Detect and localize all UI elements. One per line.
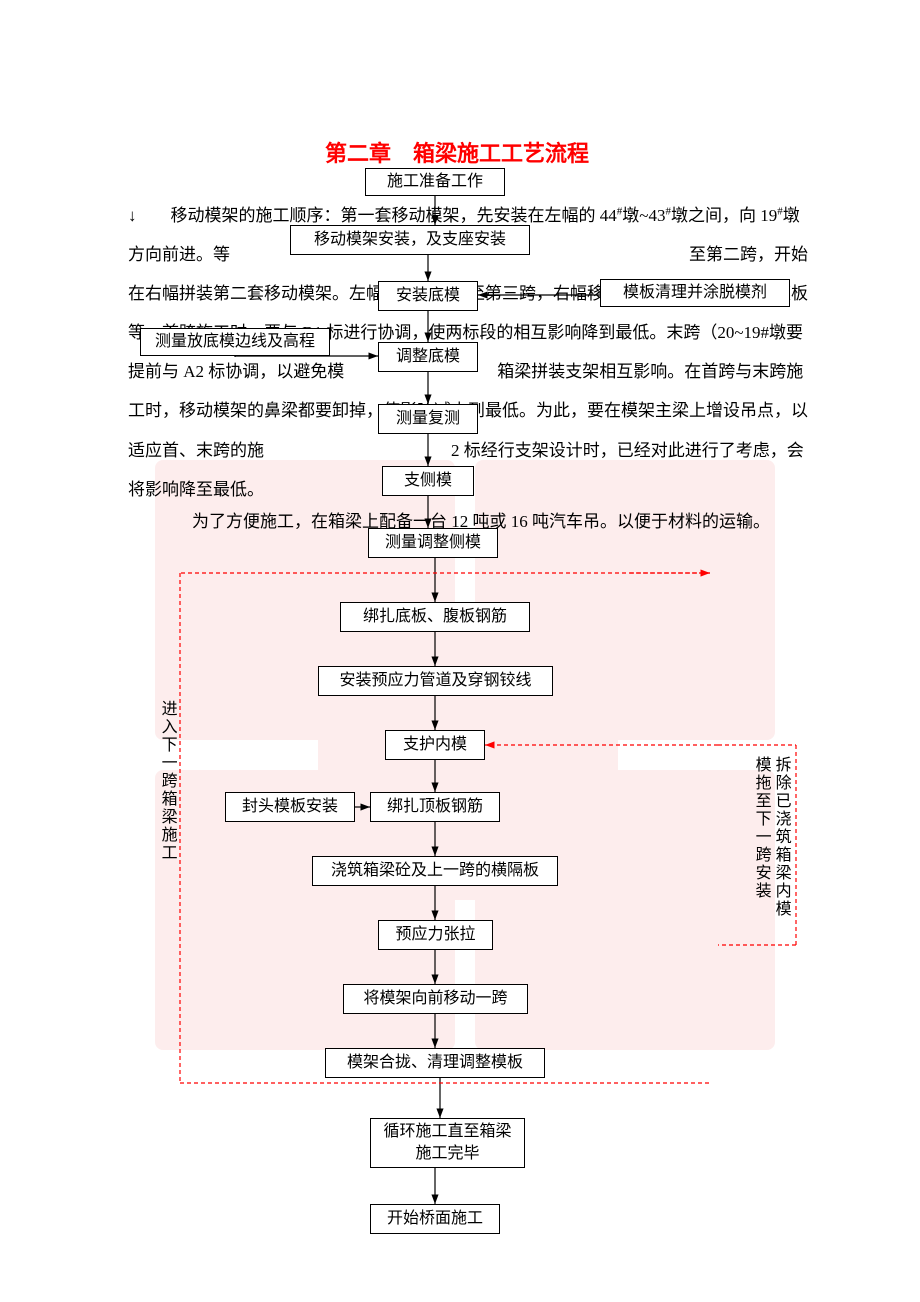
flow-node-n1: 施工准备工作 <box>365 168 505 196</box>
flow-node-n4: 调整底模 <box>378 342 478 372</box>
flow-node-n11: 绑扎顶板钢筋 <box>370 792 500 822</box>
flow-node-n2: 移动模架安装，及支座安装 <box>290 225 530 255</box>
flow-node-n9: 安装预应力管道及穿钢铰线 <box>318 666 553 696</box>
flow-node-n12: 浇筑箱梁砼及上一跨的横隔板 <box>312 856 558 886</box>
flow-node-n14: 将模架向前移动一跨 <box>343 984 528 1014</box>
vertical-label: 模拖至下一跨安装 <box>752 756 770 900</box>
flow-node-n10: 支护内模 <box>385 730 485 760</box>
flow-node-n3r: 模板清理并涂脱模剂 <box>600 279 790 307</box>
flow-node-n8: 绑扎底板、腹板钢筋 <box>340 602 530 632</box>
flow-node-n15: 模架合拢、清理调整模板 <box>325 1048 545 1078</box>
flow-node-n3l: 测量放底模边线及高程 <box>140 328 330 356</box>
vertical-label: 进入下一跨箱梁施工 <box>158 700 176 862</box>
flow-node-n16: 循环施工直至箱梁施工完毕 <box>370 1118 525 1168</box>
flow-node-n3: 安装底模 <box>378 281 478 311</box>
vertical-label: 拆除已浇筑箱梁内模 <box>772 756 790 918</box>
flow-node-n6: 支侧模 <box>382 466 474 496</box>
flow-node-n13: 预应力张拉 <box>378 920 493 950</box>
chapter-title: 第二章 箱梁施工工艺流程 <box>325 136 589 168</box>
flow-node-n7: 测量调整侧模 <box>368 528 498 558</box>
flow-node-n17: 开始桥面施工 <box>370 1204 500 1234</box>
flow-node-n11l: 封头模板安装 <box>225 792 355 822</box>
flow-node-n5: 测量复测 <box>378 404 478 434</box>
